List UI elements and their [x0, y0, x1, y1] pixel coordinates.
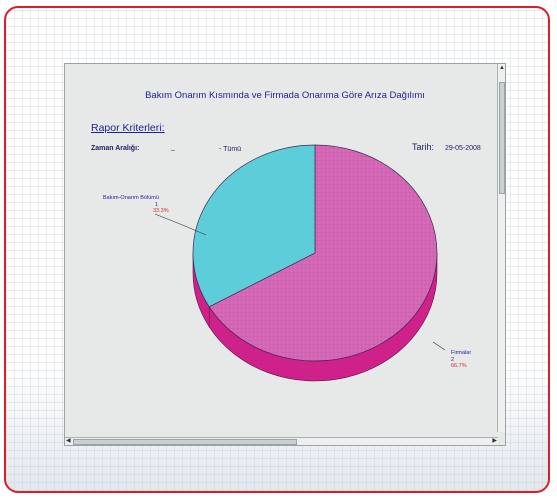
time-range-label: Zaman Aralığı: — [91, 145, 140, 152]
vertical-scroll-thumb[interactable] — [499, 82, 505, 194]
screenshot-card: Bakım Onarım Kısmında ve Firmada Onarıma… — [4, 6, 550, 493]
pie-side-grid-1 — [209, 253, 437, 381]
slice-count-bakim: 1 — [155, 202, 159, 208]
date-value: 29-05-2008 — [445, 145, 481, 152]
slice-percent-bakim: 33.3% — [153, 208, 169, 214]
leader-line-bakim — [154, 213, 207, 236]
report-window: Bakım Onarım Kısmında ve Firmada Onarıma… — [64, 63, 506, 446]
scroll-right-icon[interactable]: ▶ — [492, 438, 497, 444]
scroll-left-icon[interactable]: ◀ — [66, 438, 71, 444]
chart-title: Bakım Onarım Kısmında ve Firmada Onarıma… — [145, 90, 425, 101]
slice-label-bakim: Bakım-Onarım Bölümü — [103, 195, 159, 201]
slice-percent-firmalar: 66.7% — [451, 363, 467, 369]
pie-chart — [154, 144, 446, 382]
pie-side-grid-0 — [193, 253, 210, 327]
criteria-label: Rapor Kriterleri: — [91, 122, 165, 134]
vertical-scrollbar[interactable]: ▲ — [497, 64, 505, 432]
time-range-value: _ — [171, 144, 175, 151]
leader-line-firmalar — [432, 341, 446, 351]
horizontal-scrollbar[interactable]: ◀ ▶ — [65, 437, 498, 445]
slice-label-firmalar: Firmalar — [451, 350, 472, 356]
horizontal-scroll-thumb[interactable] — [73, 439, 297, 445]
slice-count-firmalar: 2 — [451, 357, 455, 363]
scroll-up-icon[interactable]: ▲ — [499, 65, 505, 71]
date-label: Tarih: — [412, 142, 435, 152]
pie-slice-grid-1 — [209, 145, 437, 362]
scope-value: - Tümü — [219, 146, 242, 153]
pie-slice-0 — [192, 144, 316, 308]
